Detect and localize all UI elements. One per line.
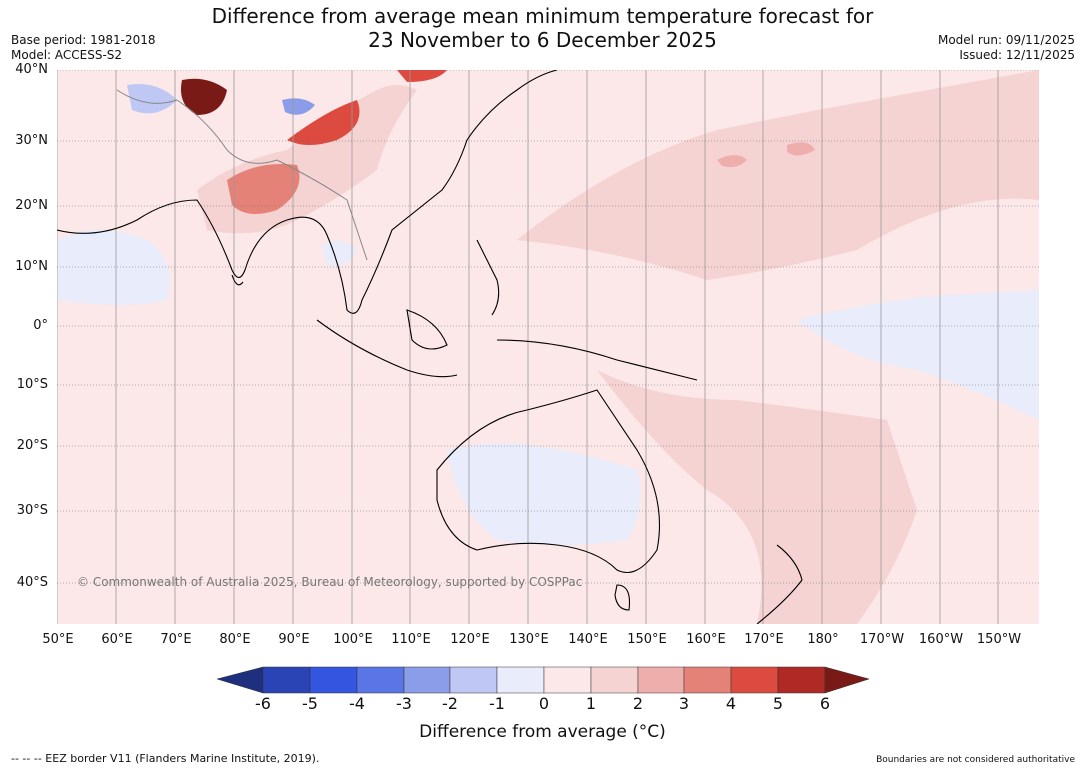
lon-label-90e: 90°E — [278, 632, 310, 647]
lon-label-120e: 120°E — [450, 632, 490, 647]
colorbar-tick-minus2: -2 — [442, 694, 458, 713]
anomaly-fields — [57, 70, 1039, 624]
lat-label-20n: 20°N — [15, 198, 48, 213]
border-2 — [276, 159, 368, 261]
colorbar-extend-high — [824, 666, 869, 694]
lon-label-140e: 140°E — [568, 632, 608, 647]
colorbar-tick-minus4: -4 — [349, 694, 365, 713]
lon-label-70e: 70°E — [160, 632, 192, 647]
warm-spot-north — [397, 70, 447, 82]
lon-label-100e: 100°E — [333, 632, 373, 647]
lat-label-40n: 40°N — [15, 62, 48, 77]
colorbar-extend-low — [217, 666, 264, 694]
lon-label-150e: 150°E — [627, 632, 667, 647]
australia-coast — [436, 389, 661, 574]
new-zealand-coast — [756, 544, 803, 624]
title-line-1: Difference from average mean minimum tem… — [211, 4, 874, 28]
colorbar-bin-minus6 — [262, 666, 311, 694]
colorbar-tick-6: 6 — [819, 694, 831, 713]
lon-label-170w: 170°W — [859, 632, 905, 647]
colorbar-tick-minus1: -1 — [489, 694, 505, 713]
lon-label-160e: 160°E — [686, 632, 726, 647]
new-guinea-coast — [496, 339, 698, 381]
lat-label-10s: 10°S — [16, 377, 48, 392]
warm-region-north-pacific — [517, 70, 1039, 280]
cool-region-central-asia — [127, 84, 177, 114]
lon-label-160w: 160°W — [918, 632, 964, 647]
colorbar-bin-minus5 — [309, 666, 358, 694]
sumatra-java-coast — [316, 319, 458, 378]
cool-region-australia — [447, 443, 641, 545]
colorbar-bin-minus2 — [449, 666, 498, 694]
asia-coastline — [57, 70, 558, 314]
colorbar-tick-2: 2 — [632, 694, 644, 713]
cool-region-central-pacific — [797, 290, 1039, 420]
colorbar-tick-minus6: -6 — [255, 694, 271, 713]
warm-region-southwest-pacific — [597, 370, 917, 624]
boundaries-disclaimer: Boundaries are not considered authoritat… — [876, 755, 1075, 765]
colorbar-bin-4 — [730, 666, 779, 694]
colorbar-bin-0 — [543, 666, 592, 694]
model-run: Model run: 09/11/2025 — [937, 33, 1075, 47]
colorbar-bin-5 — [777, 666, 826, 694]
lon-label-130e: 130°E — [509, 632, 549, 647]
forecast-map: © Commonwealth of Australia 2025, Bureau… — [57, 70, 1039, 624]
lat-label-10n: 10°N — [15, 259, 48, 274]
lat-label-30n: 30°N — [15, 133, 48, 148]
philippines-coast — [476, 239, 500, 316]
meta-right: Model run: 09/11/2025 Issued: 12/11/2025 — [938, 33, 1075, 63]
colorbar-bin-2 — [637, 666, 685, 694]
borneo-coast — [406, 309, 448, 350]
lon-label-80e: 80°E — [219, 632, 251, 647]
colorbar-tick-minus3: -3 — [396, 694, 412, 713]
colorbar-tick-5: 5 — [772, 694, 784, 713]
chart-title: Difference from average mean minimum tem… — [0, 4, 1085, 52]
lon-label-170e: 170°E — [744, 632, 784, 647]
colorbar-bin-minus1 — [496, 666, 545, 694]
colorbar-bin-3 — [683, 666, 732, 694]
issued-date: Issued: 12/11/2025 — [959, 48, 1075, 62]
lon-label-50e: 50°E — [42, 632, 74, 647]
colorbar-tick-0: 0 — [538, 694, 550, 713]
base-period: Base period: 1981-2018 — [11, 33, 156, 47]
copyright-notice: © Commonwealth of Australia 2025, Bureau… — [77, 575, 582, 589]
colorbar-bin-minus3 — [403, 666, 451, 694]
colorbar-bin-1 — [590, 666, 639, 694]
cool-spot-tibet — [282, 98, 315, 115]
tasmania-coast — [614, 584, 631, 611]
lon-label-180: 180° — [807, 632, 839, 647]
hot-spot-central-asia — [181, 78, 227, 115]
coastlines — [57, 70, 803, 624]
colorbar-label: Difference from average (°C) — [419, 722, 666, 742]
country-borders — [116, 89, 368, 261]
colorbar-tick-3: 3 — [678, 694, 690, 713]
lat-label-30s: 30°S — [16, 503, 48, 518]
warm-region-china — [287, 100, 360, 145]
sri-lanka-coast — [231, 274, 244, 286]
warm-spot-pacific-2 — [787, 142, 815, 156]
meridians — [57, 70, 999, 624]
lon-label-60e: 60°E — [101, 632, 133, 647]
border-1 — [116, 89, 278, 164]
colorbar-tick-1: 1 — [585, 694, 597, 713]
lat-label-0: 0° — [33, 318, 48, 333]
eez-legend: -- -- -- EEZ border V11 (Flanders Marine… — [11, 752, 320, 765]
warm-spot-pacific-1 — [717, 155, 747, 168]
colorbar-tick-4: 4 — [725, 694, 737, 713]
lat-label-20s: 20°S — [16, 438, 48, 453]
colorbar — [217, 666, 869, 694]
lat-label-40s: 40°S — [16, 575, 48, 590]
colorbar-tick-minus5: -5 — [302, 694, 318, 713]
cool-region-arabian-sea — [57, 230, 170, 305]
meta-left: Base period: 1981-2018 Model: ACCESS-S2 — [11, 33, 156, 63]
lon-label-110e: 110°E — [391, 632, 431, 647]
colorbar-bin-minus4 — [356, 666, 405, 694]
warm-region-india — [227, 164, 300, 214]
title-line-2: 23 November to 6 December 2025 — [368, 28, 717, 52]
model-name: Model: ACCESS-S2 — [11, 48, 123, 62]
lon-label-150w: 150°W — [976, 632, 1022, 647]
cool-region-indochina — [322, 241, 357, 266]
